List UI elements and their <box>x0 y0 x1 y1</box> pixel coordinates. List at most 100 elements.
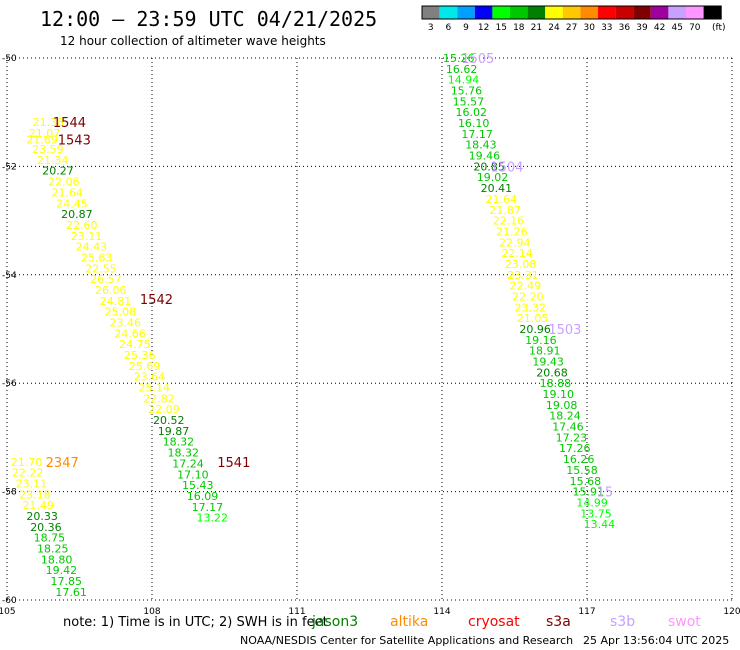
colorbar-label: 18 <box>513 23 525 33</box>
colorbar-label: 24 <box>548 23 560 33</box>
swh-value-label: 16.10 <box>458 117 490 130</box>
colorbar-label: 45 <box>671 23 682 33</box>
data-points: 21.3821.0721.6923.5921.3420.2722.0621.64… <box>11 52 615 599</box>
swh-value-label: 17.46 <box>552 421 584 434</box>
swh-value-label: 23.11 <box>71 230 103 243</box>
swh-value-label: 20.27 <box>42 165 74 178</box>
swh-value-label: 26.06 <box>95 284 127 297</box>
swh-value-label: 22.20 <box>512 290 544 303</box>
swh-value-label: 24.45 <box>56 197 88 210</box>
swh-value-label: 17.26 <box>559 442 591 455</box>
swh-value-label: 23.18 <box>19 488 51 501</box>
colorbar-swatch <box>686 6 704 19</box>
colorbar-swatch <box>598 6 616 19</box>
colorbar-label: 6 <box>446 23 452 33</box>
swh-value-label: 23.46 <box>109 316 141 329</box>
swh-value-label: 17.10 <box>177 468 209 481</box>
swh-value-label: 26.57 <box>90 273 122 286</box>
swh-value-label: 15.43 <box>182 479 214 492</box>
swh-value-label: 19.46 <box>469 150 501 163</box>
swh-value-label: 23.64 <box>134 371 166 384</box>
y-tick-label: -54 <box>2 271 17 281</box>
swh-value-label: 19.08 <box>546 399 578 412</box>
colorbar-swatch <box>545 6 563 19</box>
colorbar-swatch <box>474 6 493 19</box>
swh-value-label: 18.75 <box>34 532 65 545</box>
x-tick-label: 114 <box>433 607 450 617</box>
swh-value-label: 19.87 <box>158 425 190 438</box>
swh-value-label: 18.32 <box>163 436 195 449</box>
pass-number-label: 1543 <box>58 133 91 148</box>
swh-value-label: 19.02 <box>477 171 509 184</box>
colorbar-swatch <box>703 6 722 19</box>
pass-number-label: 1503 <box>548 323 581 338</box>
pass-number-label: 1542 <box>140 293 173 308</box>
colorbar-label: 3 <box>428 23 434 33</box>
swh-value-label: 21.34 <box>37 154 69 167</box>
swh-value-label: 13.75 <box>580 507 612 520</box>
swh-value-label: 22.09 <box>148 403 180 416</box>
swh-value-label: 21.69 <box>26 133 58 146</box>
swh-value-label: 15.26 <box>443 52 475 65</box>
satellite-legend: jason3 altika cryosat s3a s3b swot <box>311 614 701 630</box>
colorbar-swatch <box>492 6 510 19</box>
swh-value-label: 20.33 <box>26 510 58 523</box>
colorbar-swatch <box>615 6 634 19</box>
swh-value-label: 18.25 <box>37 543 69 556</box>
plot-grid <box>6 57 733 601</box>
y-tick-label: -50 <box>2 54 17 64</box>
swh-value-label: 25.63 <box>81 251 113 264</box>
swh-value-label: 21.49 <box>22 499 54 512</box>
colorbar-swatch <box>633 6 651 19</box>
swh-value-label: 13.22 <box>196 512 228 525</box>
swh-value-label: 22.22 <box>12 467 44 480</box>
colorbar-swatch <box>650 6 669 19</box>
swh-value-label: 20.85 <box>473 160 505 173</box>
satellite-legend-item: altika <box>390 614 428 630</box>
colorbar-swatch <box>422 6 440 19</box>
swh-value-label: 17.24 <box>172 457 204 470</box>
swh-value-label: 19.16 <box>525 334 557 347</box>
swh-value-label: 20.41 <box>481 182 512 195</box>
colorbar-label: 12 <box>478 23 489 33</box>
colorbar-swatch <box>439 6 458 19</box>
swh-value-label: 14.99 <box>576 496 608 509</box>
swh-value-label: 24.66 <box>114 327 146 340</box>
swh-value-label: 15.57 <box>453 95 485 108</box>
colorbar-swatch <box>457 6 475 19</box>
footer-timestamp: 25 Apr 13:56:04 UTC 2025 <box>583 634 729 647</box>
pass-number-label: 15 <box>597 486 614 501</box>
footer-credit: NOAA/NESDIS Center for Satellite Applica… <box>240 634 573 647</box>
swh-value-label: 23.11 <box>16 477 48 490</box>
swh-value-label: 17.17 <box>192 501 224 514</box>
swh-value-label: 20.68 <box>536 366 568 379</box>
colorbar-swatch <box>562 6 581 19</box>
swh-value-label: 23.31 <box>507 269 539 282</box>
swh-value-label: 16.02 <box>456 106 488 119</box>
swh-value-label: 15.91 <box>573 486 605 499</box>
colorbar-label: 39 <box>636 23 648 33</box>
swh-value-label: 22.14 <box>501 247 533 260</box>
swh-value-label: 20.87 <box>61 208 92 221</box>
swh-value-label: 18.24 <box>549 410 581 423</box>
swh-value-label: 24.43 <box>76 241 108 254</box>
swh-value-label: 17.23 <box>556 431 588 444</box>
colorbar-label: 33 <box>601 23 612 33</box>
colorbar-legend: 3 6 9 12 15 18 21 24 27 30 33 36 39 42 45 70 <box>421 5 722 33</box>
colorbar-swatch <box>580 6 598 19</box>
colorbar-frame <box>421 5 722 20</box>
y-tick-label: -52 <box>2 162 17 172</box>
y-tick-label: -58 <box>2 488 17 498</box>
swh-value-label: 16.26 <box>563 453 595 466</box>
x-tick-label: 105 <box>0 607 16 617</box>
y-tick-label: -56 <box>2 379 17 389</box>
swh-value-label: 21.07 <box>29 127 61 140</box>
colorbar-swatch <box>668 6 686 19</box>
colorbar-label: 36 <box>619 23 631 33</box>
swh-value-label: 15.58 <box>566 464 598 477</box>
x-tick-label: 111 <box>288 607 305 617</box>
colorbar-unit: (ft) <box>712 23 726 33</box>
swh-value-label: 18.80 <box>41 553 72 566</box>
swh-value-label: 21.38 <box>33 116 65 129</box>
swh-value-label: 18.43 <box>465 139 497 152</box>
